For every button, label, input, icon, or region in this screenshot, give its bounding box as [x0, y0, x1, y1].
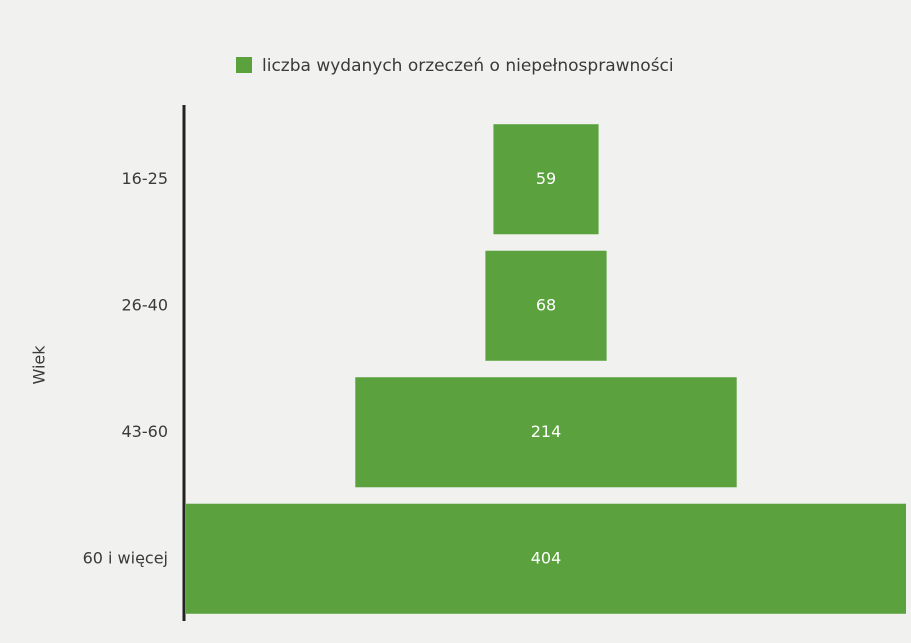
bar	[485, 250, 607, 361]
data-label: 404	[531, 548, 562, 567]
y-tick-label: 16-25	[122, 169, 169, 188]
data-label: 214	[531, 422, 562, 441]
y-tick-label: 60 i więcej	[83, 548, 168, 567]
legend-label: liczba wydanych orzeczeń o niepełnospraw…	[262, 56, 674, 76]
bar	[186, 503, 906, 614]
data-label: 68	[536, 295, 556, 314]
bar	[355, 377, 737, 488]
y-axis-label: Wiek	[30, 345, 49, 385]
data-label: 59	[536, 169, 556, 188]
bar	[493, 124, 599, 235]
legend-swatch	[236, 57, 252, 73]
y-tick-label: 43-60	[122, 422, 169, 441]
y-tick-label: 26-40	[122, 295, 169, 314]
